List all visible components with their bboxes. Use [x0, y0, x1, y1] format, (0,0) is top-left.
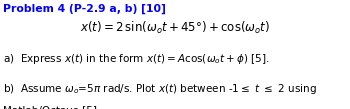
Text: Matlab/Octave [5].: Matlab/Octave [5].	[3, 105, 100, 109]
Text: Problem 4 (P-2.9 a, b) [10]: Problem 4 (P-2.9 a, b) [10]	[3, 3, 166, 14]
Text: a)  Express $x(t)$ in the form $x(t) = A\cos(\omega_o t + \phi)$ [5].: a) Express $x(t)$ in the form $x(t) = A\…	[3, 52, 269, 66]
Text: $x(t) = 2\,\mathrm{sin}(\omega_o t + 45°) + \cos(\omega_o t)$: $x(t) = 2\,\mathrm{sin}(\omega_o t + 45°…	[80, 20, 270, 36]
Text: b)  Assume $\omega_o$=5$\pi$ rad/s. Plot $x(t)$ between -1$\leq$ $t$ $\leq$ 2 us: b) Assume $\omega_o$=5$\pi$ rad/s. Plot …	[3, 82, 317, 96]
